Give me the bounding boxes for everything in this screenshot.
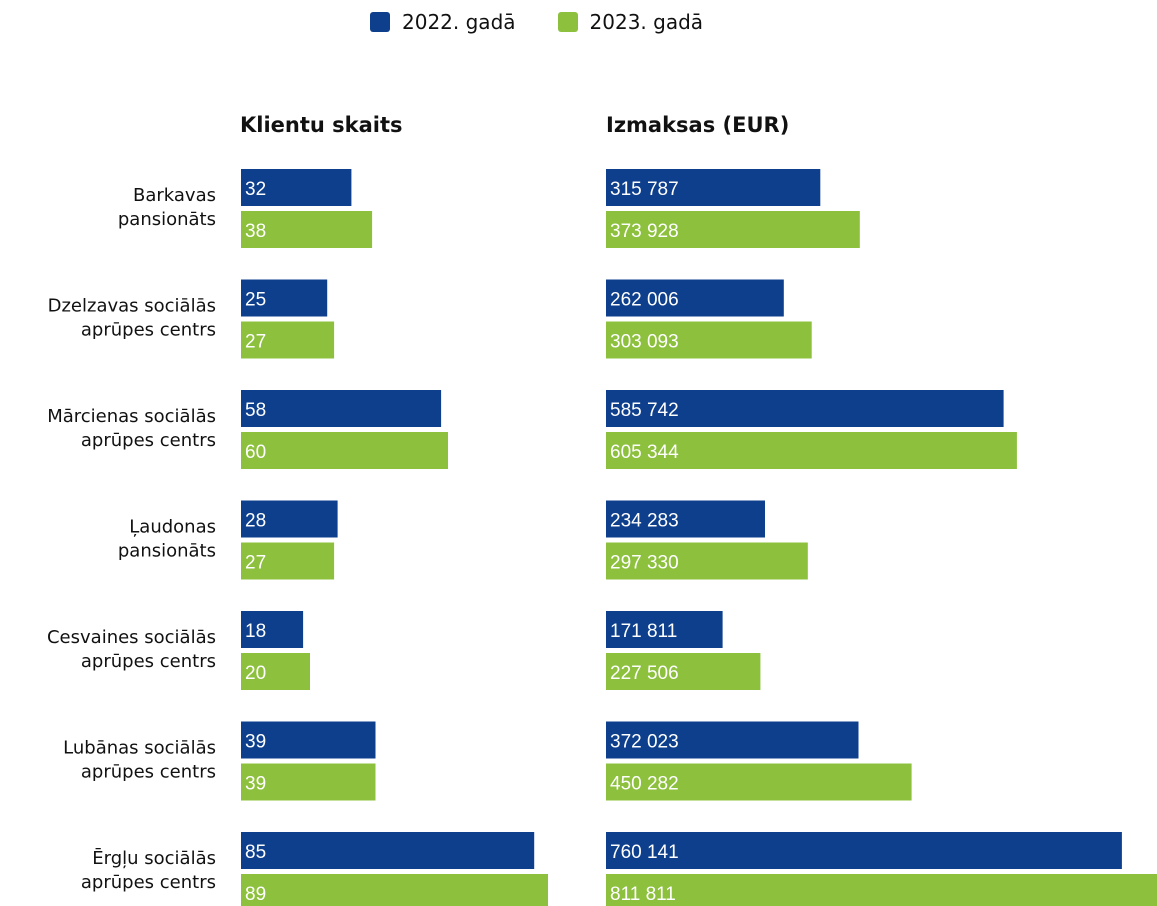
bar-clients-2023 [241,542,335,580]
bar-costs-2022 [606,279,784,317]
category-label-line: Ļaudonas [129,517,216,538]
category-label-line: pansionāts [118,541,216,562]
data-label: 39 [245,732,266,753]
data-label: 18 [245,621,266,642]
bar-clients-2022 [241,169,352,206]
data-label: 28 [245,511,266,532]
bar-clients-2022 [241,832,535,869]
data-label: 303 093 [610,332,679,353]
bar-clients-2023 [241,763,376,801]
legend-label-2022: 2022. gadā [402,10,516,34]
bar-clients-2022 [241,390,442,427]
data-label: 32 [245,179,266,200]
data-label: 234 283 [610,511,679,532]
data-label: 297 330 [610,553,679,574]
bar-costs-2022 [606,500,765,538]
data-label: 372 023 [610,732,679,753]
category-label-line: Mārcienas sociālās [47,406,216,427]
category-label-line: aprūpes centrs [81,762,216,783]
bar-costs-2022 [606,390,1004,427]
data-label: 450 282 [610,774,679,795]
bar-clients-2022 [241,721,376,759]
data-label: 811 811 [610,884,676,905]
category-label: Ļaudonas pansionāts [118,517,216,562]
category-label-line: Ērgļu sociālās [92,847,216,869]
data-label: 315 787 [610,179,679,200]
data-label: 60 [245,442,266,463]
category-label-line: aprūpes centrs [81,651,216,672]
category-label: Mārcienas sociālās aprūpes centrs [47,406,216,451]
bar-costs-2022 [606,611,723,648]
bar-costs-2023 [606,211,860,248]
legend: 2022. gadā 2023. gadā [370,10,745,34]
category-label-line: aprūpes centrs [81,320,216,341]
category-label-line: Dzelzavas sociālās [48,296,216,317]
category-label-line: Lubānas sociālās [63,738,216,759]
bar-clients-2023 [241,432,448,469]
data-label: 227 506 [610,663,679,684]
data-label: 25 [245,290,266,311]
data-label: 760 141 [610,842,679,863]
bar-clients-2023 [241,211,373,248]
data-label: 38 [245,221,266,242]
bar-costs-2023 [606,763,912,801]
legend-item-2023: 2023. gadā [557,10,704,34]
data-label: 262 006 [610,290,679,311]
bar-costs-2022 [606,721,859,759]
bar-costs-2022 [606,832,1122,869]
legend-swatch-2022 [370,12,390,32]
bar-costs-2023 [606,874,1157,906]
bar-costs-2023 [606,432,1017,469]
category-label-line: Cesvaines sociālās [47,627,216,648]
data-label: 171 811 [610,621,677,642]
category-label: Cesvaines sociālās aprūpes centrs [47,627,216,672]
bar-costs-2023 [606,653,761,690]
bar-clients-2022 [241,500,338,538]
bar-costs-2022 [606,169,821,206]
category-label-line: pansionāts [118,209,216,230]
bar-clients-2023 [241,874,548,906]
category-label-line: aprūpes centrs [81,872,216,893]
data-label: 39 [245,774,266,795]
bar-costs-2023 [606,542,808,580]
data-label: 373 928 [610,221,679,242]
data-label: 27 [245,332,266,353]
category-label-line: aprūpes centrs [81,430,216,451]
data-label: 58 [245,400,266,421]
legend-label-2023: 2023. gadā [589,10,704,34]
category-label: Barkavas pansionāts [118,185,216,230]
bar-clients-2023 [241,321,335,359]
data-label: 27 [245,553,266,574]
panel-title-clients: Klientu skaits [240,113,403,137]
data-label: 585 742 [610,400,679,421]
category-label: Lubānas sociālās aprūpes centrs [63,738,216,783]
data-label: 85 [245,842,266,863]
category-label-line: Barkavas [133,185,216,206]
legend-swatch-2023 [557,12,578,32]
category-label: Dzelzavas sociālās aprūpes centrs [48,296,216,341]
bar-costs-2023 [606,321,812,359]
data-label: 20 [245,663,266,684]
panel-title-costs: Izmaksas (EUR) [606,113,790,137]
bar-clients-2022 [241,611,304,648]
bar-clients-2023 [241,653,310,690]
category-label: Ērgļu sociālās aprūpes centrs [81,847,216,893]
legend-item-2022: 2022. gadā [370,10,516,34]
data-label: 605 344 [610,442,679,463]
bar-clients-2022 [241,279,328,317]
data-label: 89 [245,884,266,905]
